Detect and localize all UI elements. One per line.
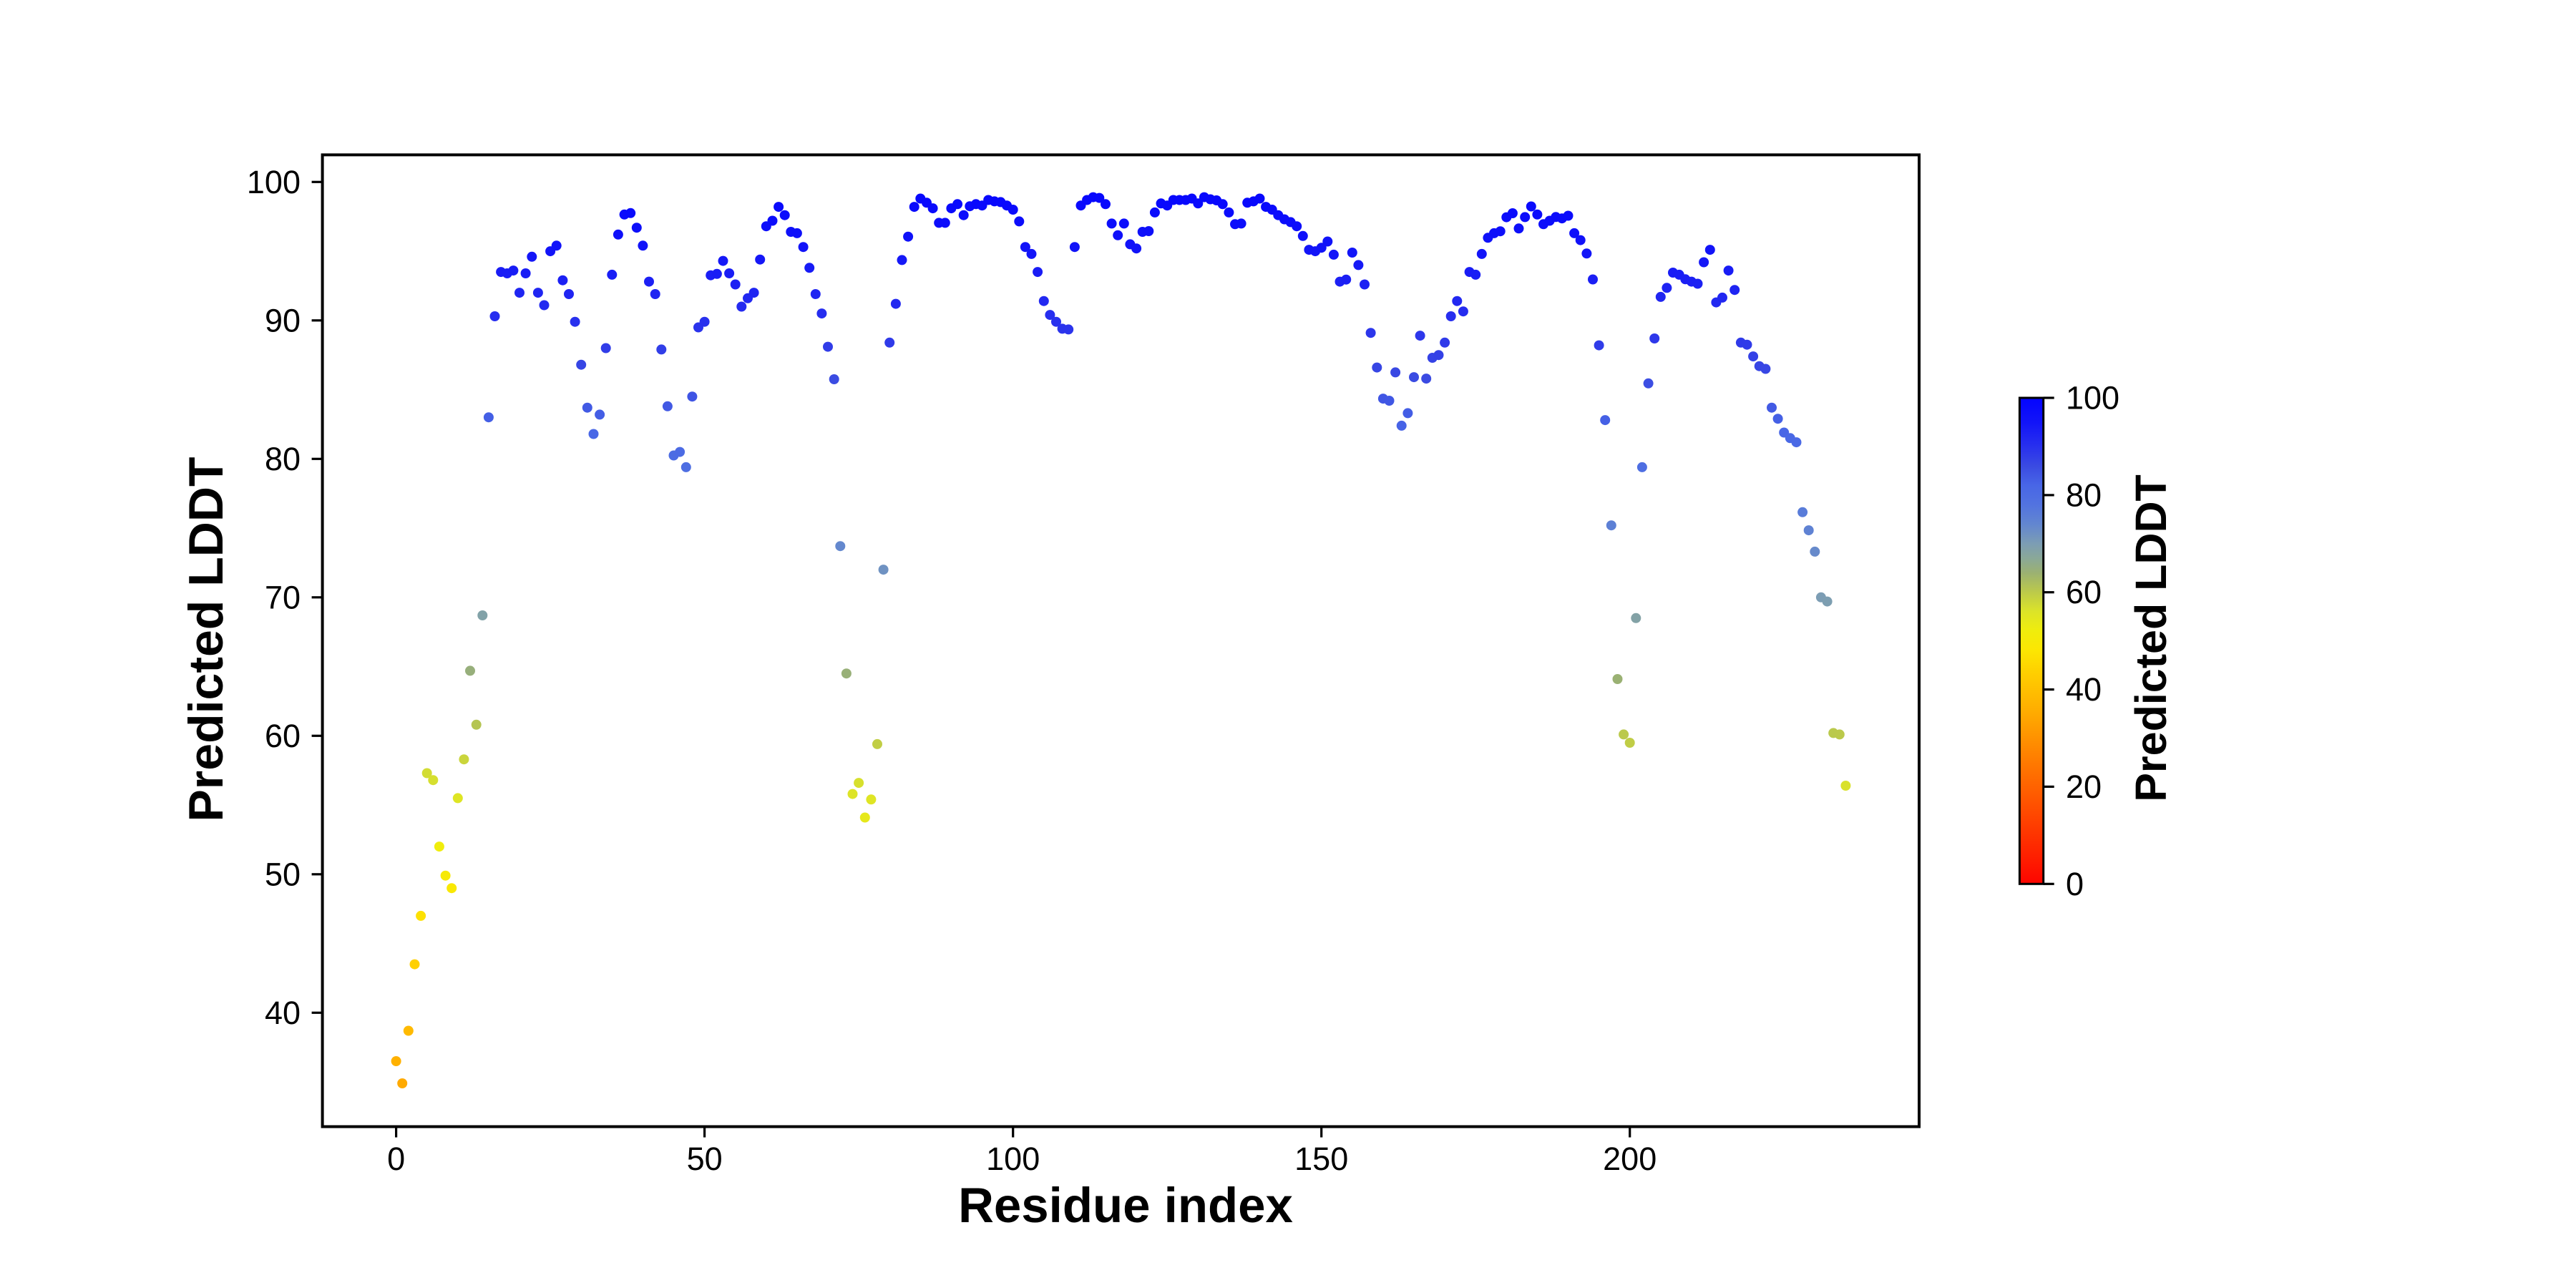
svg-text:90: 90 xyxy=(265,302,301,338)
svg-text:80: 80 xyxy=(265,441,301,477)
svg-text:20: 20 xyxy=(2066,769,2102,805)
svg-text:60: 60 xyxy=(2066,574,2102,610)
svg-text:100: 100 xyxy=(2066,380,2119,416)
svg-text:150: 150 xyxy=(1294,1141,1348,1177)
svg-text:Residue index: Residue index xyxy=(958,1178,1293,1233)
svg-text:60: 60 xyxy=(265,718,301,754)
svg-text:80: 80 xyxy=(2066,477,2102,513)
svg-text:50: 50 xyxy=(265,856,301,892)
svg-text:100: 100 xyxy=(247,164,301,200)
svg-text:0: 0 xyxy=(387,1141,405,1177)
svg-text:70: 70 xyxy=(265,579,301,615)
svg-text:Predicted LDDT: Predicted LDDT xyxy=(179,457,233,821)
svg-text:200: 200 xyxy=(1603,1141,1657,1177)
svg-text:50: 50 xyxy=(687,1141,723,1177)
svg-text:40: 40 xyxy=(265,995,301,1031)
svg-text:0: 0 xyxy=(2066,866,2084,902)
svg-text:Predicted LDDT: Predicted LDDT xyxy=(2127,474,2175,802)
svg-text:40: 40 xyxy=(2066,671,2102,708)
svg-text:100: 100 xyxy=(986,1141,1040,1177)
